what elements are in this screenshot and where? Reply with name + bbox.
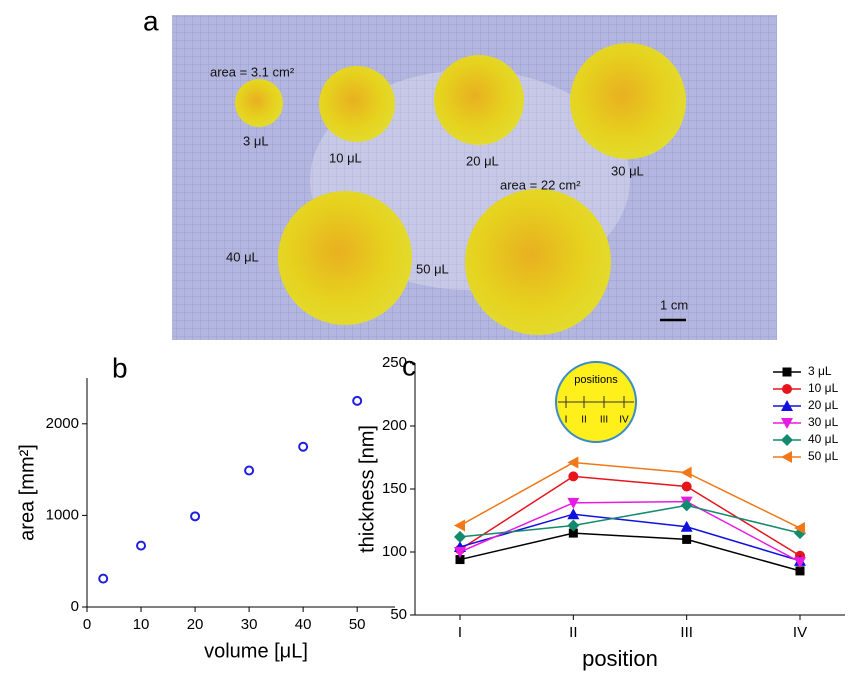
photo-label: 40 μL (226, 249, 259, 264)
legend-marker (781, 418, 793, 429)
marker (454, 519, 465, 532)
marker (454, 530, 466, 543)
legend-marker (782, 367, 792, 377)
series-line (459, 475, 801, 557)
marker (455, 555, 465, 565)
marker (568, 471, 579, 482)
marker (682, 534, 692, 544)
marker (794, 522, 805, 535)
legend-marker (781, 400, 793, 411)
panel-label: b (112, 352, 128, 383)
series-line (459, 532, 801, 572)
inset-label: I (565, 415, 568, 426)
x-tick-label: IV (793, 624, 807, 641)
inset-label: II (581, 415, 587, 426)
x-tick-label: 30 (241, 616, 258, 633)
y-axis-title: thickness [nm] (356, 425, 378, 553)
series-line (459, 504, 801, 538)
y-tick-label: 2000 (46, 415, 79, 432)
marker (567, 519, 580, 532)
photo-label: area = 3.1 cm² (210, 64, 295, 79)
y-tick-label: 100 (382, 543, 407, 560)
inset-title: positions (574, 374, 618, 386)
x-tick-label: 20 (187, 616, 204, 633)
photo-label: 50 μL (416, 261, 449, 276)
x-tick-label: I (458, 624, 462, 641)
legend-label: 10 μL (808, 381, 839, 395)
y-tick-label: 0 (71, 598, 79, 615)
x-tick-label: 50 (349, 616, 366, 633)
photo-label: 30 μL (611, 163, 644, 178)
legend-marker (782, 384, 792, 394)
marker (567, 497, 580, 509)
x-axis-title: volume [μL] (204, 640, 308, 662)
marker (681, 481, 692, 492)
x-tick-label: 40 (295, 616, 312, 633)
series-line (459, 461, 801, 529)
inset-label: IV (619, 415, 629, 426)
y-tick-label: 1000 (46, 506, 79, 523)
marker (567, 456, 579, 469)
photo-label: 20 μL (466, 153, 499, 168)
marker (795, 566, 805, 576)
legend-marker (781, 451, 792, 463)
marker (680, 499, 693, 512)
legend-label: 30 μL (808, 415, 839, 429)
marker (794, 557, 806, 569)
droplet (235, 79, 283, 127)
marker (567, 508, 580, 520)
x-axis-title: position (582, 646, 658, 671)
panel-label: a (143, 5, 159, 36)
series-line (459, 500, 801, 563)
marker (454, 547, 466, 558)
legend-label: 40 μL (808, 432, 839, 446)
legend-label: 3 μL (808, 364, 832, 378)
marker (98, 573, 109, 584)
droplet (319, 66, 395, 142)
panel-label: c (402, 350, 416, 381)
x-tick-label: 10 (133, 616, 150, 633)
x-tick-label: 0 (83, 616, 91, 633)
inset: positions I II III IV (555, 361, 637, 443)
marker (190, 511, 201, 522)
photo: area = 3.1 cm² 3 μL 10 μL 20 μL 30 μL ar… (172, 15, 777, 340)
legend-label: 50 μL (808, 449, 839, 463)
marker (568, 528, 578, 538)
marker (680, 466, 692, 479)
marker (680, 520, 693, 532)
droplet (570, 43, 686, 159)
y-axis-title: area [mm²] (16, 444, 38, 541)
legend-label: 20 μL (808, 398, 839, 412)
y-tick-label: 200 (382, 417, 407, 434)
droplet (465, 189, 611, 335)
y-tick-label: 50 (390, 606, 407, 623)
photo-label: 3 μL (243, 133, 269, 148)
marker (298, 441, 309, 452)
y-tick-label: 150 (382, 480, 407, 497)
y-tick-label: 250 (382, 354, 407, 371)
marker (136, 540, 147, 551)
photo-label: 10 μL (329, 150, 362, 165)
marker (244, 465, 255, 476)
legend-marker (781, 434, 793, 446)
droplet (278, 191, 412, 325)
x-tick-label: III (680, 624, 693, 641)
scale-bar-label: 1 cm (660, 297, 688, 312)
inset-label: III (600, 415, 608, 426)
marker (352, 395, 363, 406)
droplet (434, 55, 524, 145)
x-tick-label: II (569, 624, 577, 641)
photo-label: area = 22 cm² (500, 177, 581, 192)
